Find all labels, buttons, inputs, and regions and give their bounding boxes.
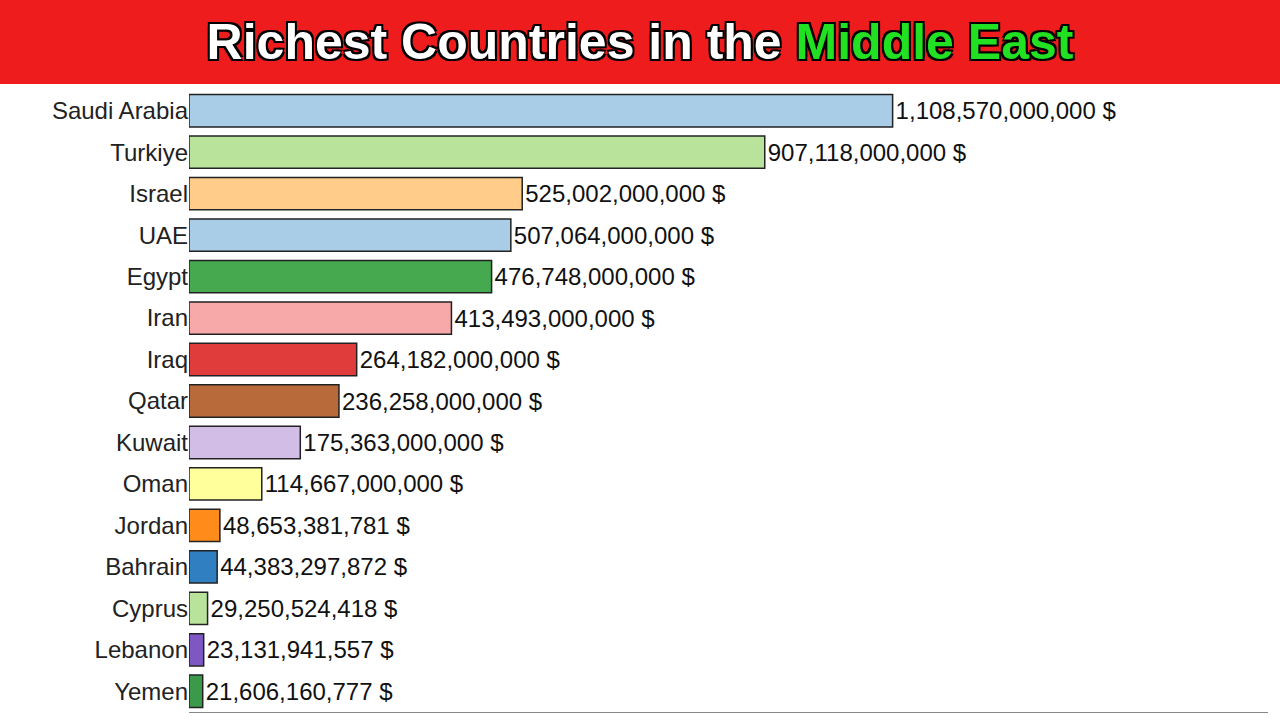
svg-text:507,064,000,000 $: 507,064,000,000 $	[514, 222, 714, 249]
svg-text:413,493,000,000 $: 413,493,000,000 $	[454, 305, 654, 332]
svg-text:264,182,000,000 $: 264,182,000,000 $	[360, 346, 560, 373]
svg-text:44,383,297,872 $: 44,383,297,872 $	[220, 553, 407, 580]
html-text:Richest Countries in the Middl: Richest Countries in the Middle East	[206, 14, 1074, 70]
svg-text:Israel: Israel	[129, 180, 188, 207]
svg-text:Kuwait: Kuwait	[116, 429, 188, 456]
svg-text:Saudi Arabia: Saudi Arabia	[52, 97, 189, 124]
svg-text:175,363,000,000 $: 175,363,000,000 $	[303, 429, 503, 456]
svg-text:Cyprus: Cyprus	[112, 595, 188, 622]
svg-text:Bahrain: Bahrain	[105, 553, 188, 580]
svg-text:Iran: Iran	[147, 304, 188, 331]
svg-text:114,667,000,000 $: 114,667,000,000 $	[265, 470, 463, 497]
svg-text:Egypt: Egypt	[127, 263, 189, 290]
svg-text:21,606,160,777 $: 21,606,160,777 $	[206, 678, 393, 705]
svg-text:Iraq: Iraq	[147, 346, 188, 373]
svg-text:907,118,000,000 $: 907,118,000,000 $	[768, 139, 966, 166]
svg-text:Jordan: Jordan	[115, 512, 188, 539]
svg-text:525,002,000,000 $: 525,002,000,000 $	[525, 180, 725, 207]
svg-text:23,131,941,557 $: 23,131,941,557 $	[207, 636, 394, 663]
svg-text:Turkiye: Turkiye	[110, 139, 188, 166]
svg-text:Oman: Oman	[123, 470, 188, 497]
svg-text:Qatar: Qatar	[128, 387, 188, 414]
svg-text:Yemen: Yemen	[114, 678, 188, 705]
svg-text:476,748,000,000 $: 476,748,000,000 $	[495, 263, 695, 290]
svg-text:1,108,570,000,000 $: 1,108,570,000,000 $	[896, 97, 1116, 124]
svg-text:29,250,524,418 $: 29,250,524,418 $	[211, 595, 398, 622]
svg-text:236,258,000,000 $: 236,258,000,000 $	[342, 388, 542, 415]
svg-text:UAE: UAE	[139, 222, 188, 249]
svg-text:48,653,381,781 $: 48,653,381,781 $	[223, 512, 410, 539]
svg-text:Lebanon: Lebanon	[95, 636, 188, 663]
